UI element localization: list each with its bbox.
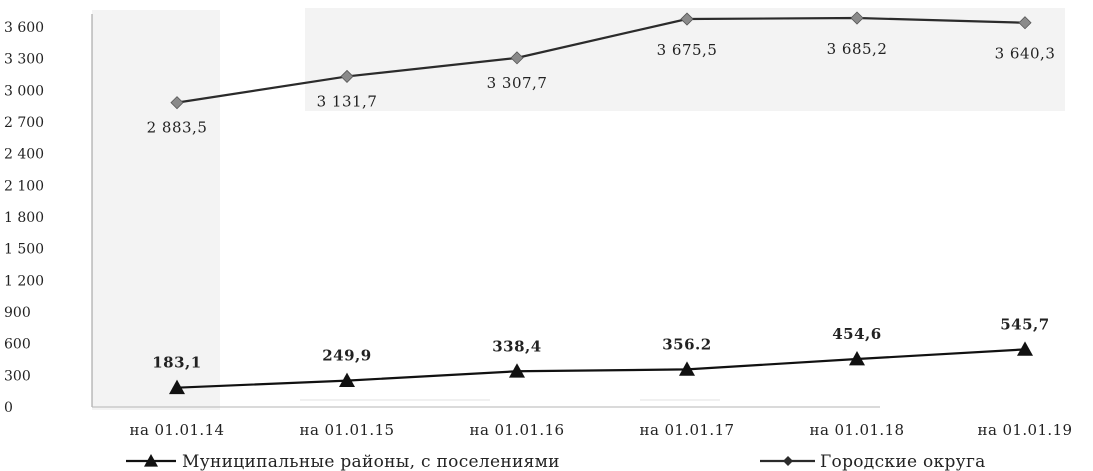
data-label: 338,4	[492, 337, 541, 355]
series-line	[176, 16, 1026, 104]
data-label: 3 131,7	[317, 92, 378, 110]
data-label: 356.2	[662, 335, 711, 353]
legend-label: Муниципальные районы, с поселениями	[182, 452, 560, 471]
data-point-marker	[1018, 16, 1032, 30]
y-tick-label: 1 500	[4, 242, 44, 258]
data-point-marker	[679, 361, 695, 376]
data-label: 3 640,3	[995, 45, 1056, 63]
y-tick-label: 900	[4, 305, 31, 321]
y-tick-label: 2 700	[4, 115, 44, 131]
data-point-marker	[850, 11, 864, 25]
data-point-marker	[510, 51, 524, 65]
y-tick-label: 2 400	[4, 147, 44, 163]
legend-label: Городские округа	[820, 452, 986, 471]
y-tick-label: 1 200	[4, 273, 44, 289]
x-tick-label: на 01.01.14	[130, 421, 225, 439]
series-line	[176, 348, 1026, 389]
plot-background-panel-top	[305, 8, 1065, 111]
data-label: 249,9	[322, 347, 371, 365]
x-tick-label: на 01.01.16	[470, 421, 565, 439]
y-tick-label: 2 100	[4, 178, 44, 194]
y-tick-label: 300	[4, 368, 31, 384]
y-tick-label: 0	[4, 400, 13, 416]
data-label: 3 685,2	[827, 40, 888, 58]
legend-marker-diamond-icon	[783, 456, 793, 466]
data-label: 2 883,5	[147, 119, 208, 137]
y-tick-label: 3 300	[4, 52, 44, 68]
data-point-marker	[849, 351, 865, 366]
y-tick-label: 600	[4, 337, 31, 353]
data-point-marker	[1017, 341, 1033, 356]
data-label: 454,6	[832, 325, 881, 343]
y-tick-label: 3 000	[4, 83, 44, 99]
data-point-marker	[169, 379, 185, 395]
data-label: 545,7	[1000, 315, 1049, 333]
y-tick-label: 3 600	[4, 20, 44, 36]
x-tick-label: на 01.01.17	[640, 421, 735, 439]
data-label: 3 675,5	[657, 41, 718, 59]
data-point-marker	[680, 12, 694, 26]
data-point-marker	[509, 363, 525, 378]
y-tick-label: 1 800	[4, 210, 44, 226]
data-label: 183,1	[152, 354, 201, 372]
legend-marker-triangle-icon	[144, 454, 158, 467]
x-tick-label: на 01.01.18	[810, 421, 905, 439]
data-label: 3 307,7	[487, 74, 548, 92]
x-tick-label: на 01.01.19	[978, 421, 1073, 439]
plot-background-panel-left	[92, 10, 220, 410]
data-point-marker	[340, 69, 354, 83]
data-point-marker	[170, 96, 184, 110]
x-tick-label: на 01.01.15	[300, 421, 395, 439]
data-point-marker	[339, 372, 355, 388]
